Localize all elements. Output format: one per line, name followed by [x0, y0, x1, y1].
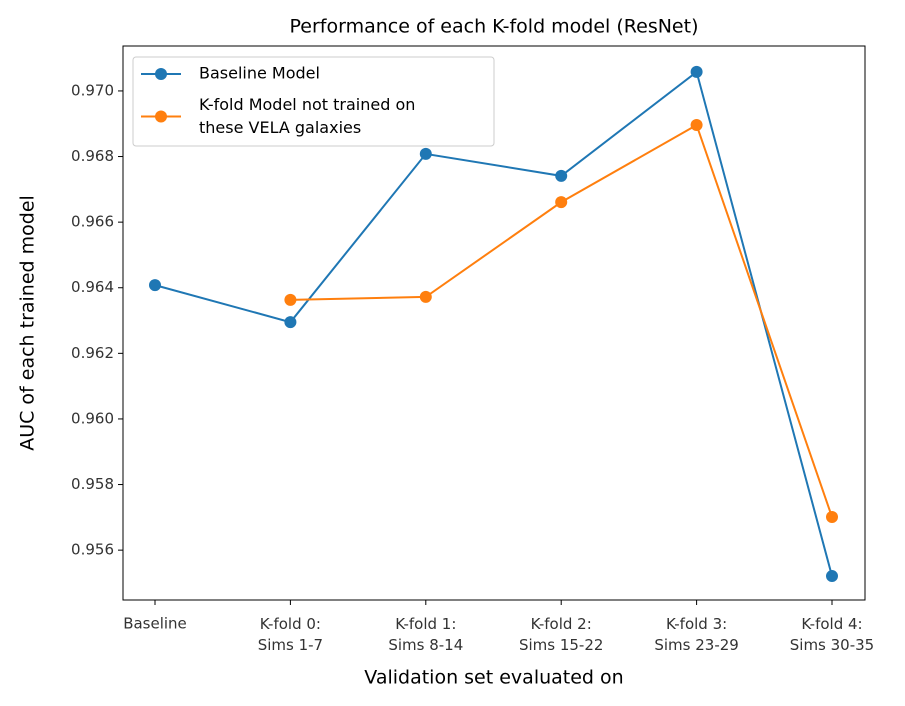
data-point — [826, 570, 838, 583]
legend-label: Baseline Model — [199, 64, 320, 83]
x-tick-label: K-fold 0: Sims 1-7 — [258, 615, 323, 654]
chart-title: Performance of each K-fold model (ResNet… — [290, 16, 699, 38]
series-line — [290, 123, 833, 518]
legend-marker — [155, 110, 167, 123]
y-tick-label: 0.956 — [71, 541, 114, 559]
data-point — [555, 169, 568, 182]
data-point — [149, 279, 161, 292]
x-axis-label: Validation set evaluated on — [364, 667, 623, 689]
y-tick-label: 0.966 — [71, 213, 114, 231]
x-tick-label: K-fold 1: Sims 8-14 — [388, 615, 463, 654]
data-point — [419, 147, 432, 160]
data-point — [690, 65, 703, 78]
legend-label: K-fold Model not trained on these VELA ga… — [199, 95, 415, 137]
data-point — [419, 290, 432, 303]
x-tick-label: K-fold 2: Sims 15-22 — [519, 615, 603, 654]
series-line — [154, 70, 833, 577]
data-point — [284, 316, 297, 329]
x-tick-label: K-fold 3: Sims 23-29 — [654, 615, 738, 654]
y-tick-label: 0.958 — [71, 475, 114, 493]
y-tick-label: 0.962 — [71, 344, 114, 362]
data-point — [690, 119, 703, 132]
y-tick-label: 0.970 — [71, 81, 114, 99]
y-axis-label: AUC of each trained model — [17, 195, 39, 451]
x-tick-label: K-fold 4: Sims 30-35 — [790, 615, 874, 654]
plot-frame — [122, 45, 866, 601]
y-tick-label: 0.964 — [71, 278, 114, 296]
y-tick-label: 0.960 — [71, 409, 114, 427]
legend-marker — [155, 68, 167, 80]
data-point — [826, 511, 838, 524]
data-point — [284, 293, 297, 306]
x-tick-label: Baseline — [123, 615, 187, 633]
y-tick-label: 0.968 — [71, 147, 114, 165]
legend-box — [132, 56, 495, 147]
data-point — [555, 196, 568, 209]
